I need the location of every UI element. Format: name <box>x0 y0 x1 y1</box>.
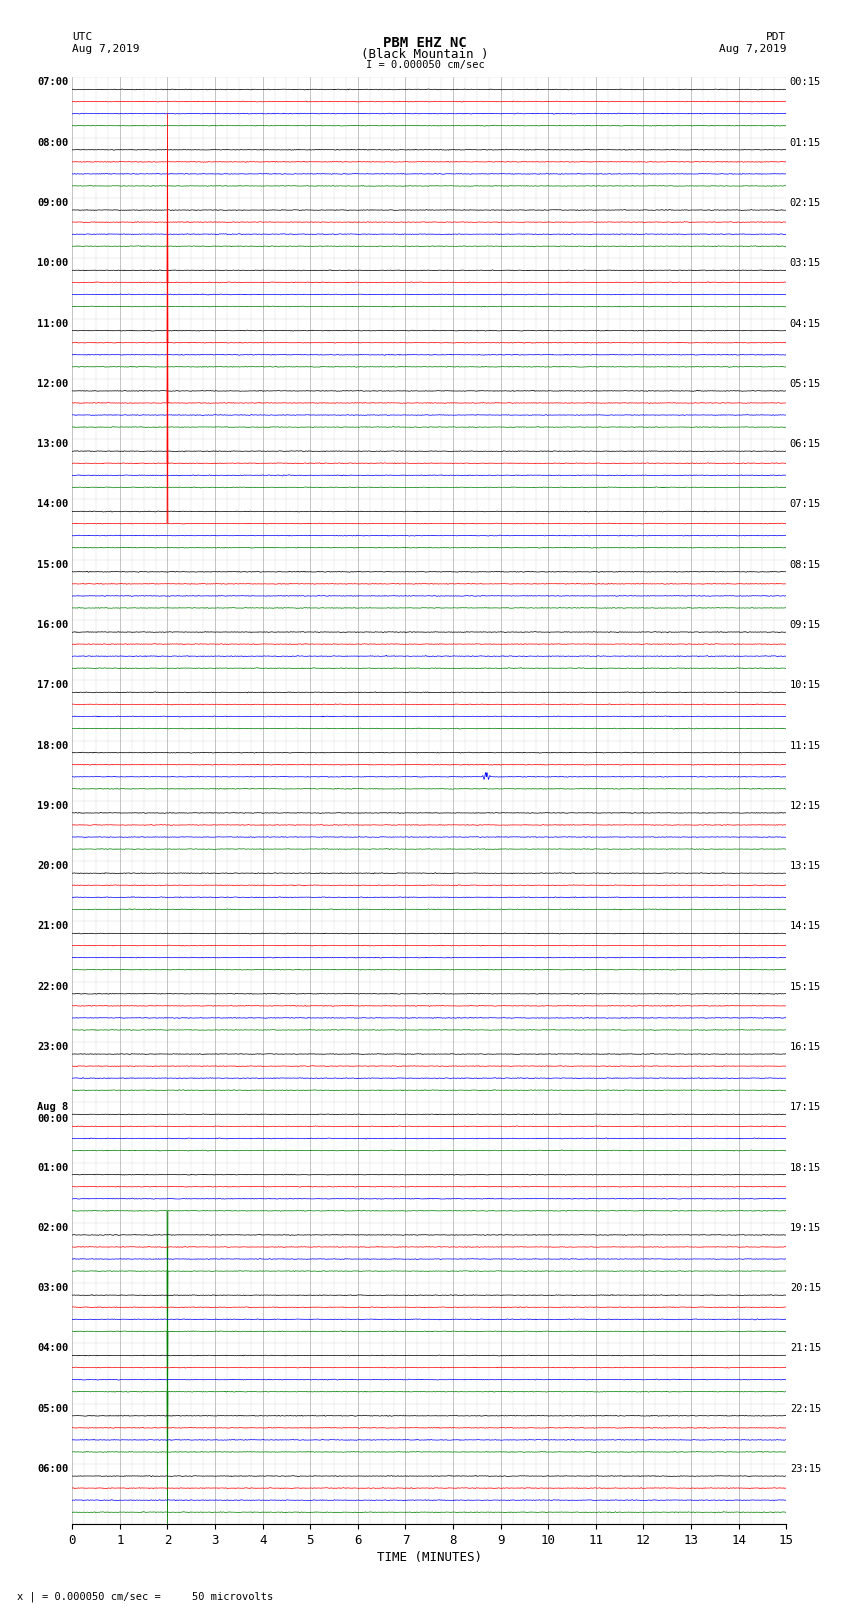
Text: 15:15: 15:15 <box>790 982 821 992</box>
Text: 16:00: 16:00 <box>37 619 69 631</box>
Text: 01:15: 01:15 <box>790 137 821 148</box>
Text: 06:00: 06:00 <box>37 1465 69 1474</box>
Text: 19:15: 19:15 <box>790 1223 821 1232</box>
Text: 19:00: 19:00 <box>37 800 69 811</box>
Text: I = 0.000050 cm/sec: I = 0.000050 cm/sec <box>366 60 484 69</box>
Text: 01:00: 01:00 <box>37 1163 69 1173</box>
Text: 09:15: 09:15 <box>790 619 821 631</box>
Text: 03:15: 03:15 <box>790 258 821 268</box>
Text: 17:00: 17:00 <box>37 681 69 690</box>
Text: 22:00: 22:00 <box>37 982 69 992</box>
Text: 07:15: 07:15 <box>790 500 821 510</box>
Text: 20:15: 20:15 <box>790 1284 821 1294</box>
Text: 02:15: 02:15 <box>790 198 821 208</box>
Text: 10:15: 10:15 <box>790 681 821 690</box>
Text: 08:15: 08:15 <box>790 560 821 569</box>
Text: 14:15: 14:15 <box>790 921 821 931</box>
Text: 18:00: 18:00 <box>37 740 69 750</box>
Text: 04:00: 04:00 <box>37 1344 69 1353</box>
Text: UTC: UTC <box>72 32 93 42</box>
Text: 14:00: 14:00 <box>37 500 69 510</box>
Text: 21:00: 21:00 <box>37 921 69 931</box>
Text: 07:00: 07:00 <box>37 77 69 87</box>
Text: 18:15: 18:15 <box>790 1163 821 1173</box>
Text: PDT: PDT <box>766 32 786 42</box>
Text: 23:15: 23:15 <box>790 1465 821 1474</box>
Text: 12:15: 12:15 <box>790 800 821 811</box>
Text: 13:15: 13:15 <box>790 861 821 871</box>
Text: 22:15: 22:15 <box>790 1403 821 1413</box>
Text: 03:00: 03:00 <box>37 1284 69 1294</box>
Text: 05:15: 05:15 <box>790 379 821 389</box>
Text: x | = 0.000050 cm/sec =     50 microvolts: x | = 0.000050 cm/sec = 50 microvolts <box>17 1590 273 1602</box>
Text: 21:15: 21:15 <box>790 1344 821 1353</box>
Text: 11:15: 11:15 <box>790 740 821 750</box>
Text: 13:00: 13:00 <box>37 439 69 448</box>
Text: 09:00: 09:00 <box>37 198 69 208</box>
Text: 12:00: 12:00 <box>37 379 69 389</box>
Text: 02:00: 02:00 <box>37 1223 69 1232</box>
Text: 10:00: 10:00 <box>37 258 69 268</box>
Text: 17:15: 17:15 <box>790 1102 821 1113</box>
Text: 23:00: 23:00 <box>37 1042 69 1052</box>
Text: 06:15: 06:15 <box>790 439 821 448</box>
Text: 04:15: 04:15 <box>790 319 821 329</box>
Text: 08:00: 08:00 <box>37 137 69 148</box>
Text: 00:15: 00:15 <box>790 77 821 87</box>
Text: 15:00: 15:00 <box>37 560 69 569</box>
Text: Aug 8
00:00: Aug 8 00:00 <box>37 1102 69 1124</box>
Text: 11:00: 11:00 <box>37 319 69 329</box>
Text: Aug 7,2019: Aug 7,2019 <box>72 44 139 53</box>
Text: 05:00: 05:00 <box>37 1403 69 1413</box>
Text: 20:00: 20:00 <box>37 861 69 871</box>
X-axis label: TIME (MINUTES): TIME (MINUTES) <box>377 1552 482 1565</box>
Text: Aug 7,2019: Aug 7,2019 <box>719 44 786 53</box>
Text: (Black Mountain ): (Black Mountain ) <box>361 48 489 61</box>
Text: 16:15: 16:15 <box>790 1042 821 1052</box>
Text: PBM EHZ NC: PBM EHZ NC <box>383 37 467 50</box>
